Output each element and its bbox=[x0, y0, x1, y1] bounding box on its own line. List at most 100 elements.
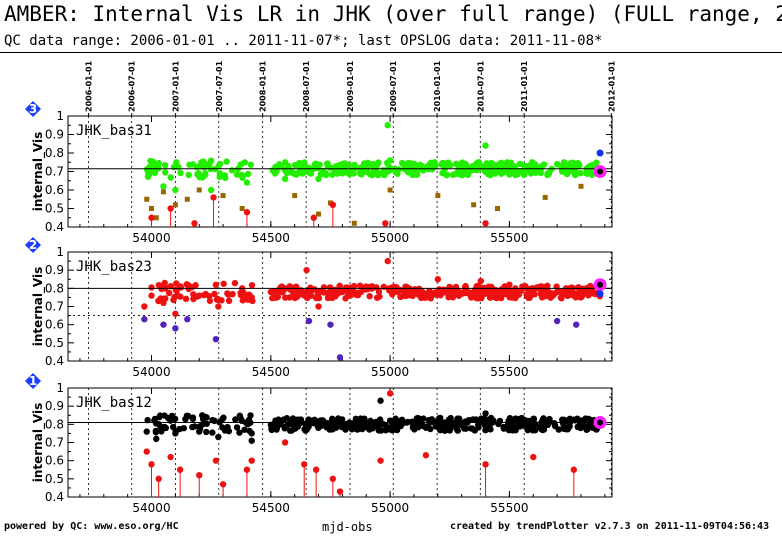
data-point bbox=[196, 428, 203, 435]
data-point bbox=[356, 282, 364, 289]
data-point bbox=[161, 161, 169, 169]
data-point bbox=[408, 160, 416, 167]
panel-number: 1 bbox=[29, 374, 37, 388]
y-tick-label: 0.7 bbox=[45, 436, 64, 450]
data-point bbox=[566, 415, 574, 423]
data-point bbox=[473, 291, 480, 299]
data-point bbox=[506, 414, 514, 422]
data-point bbox=[203, 414, 210, 421]
data-point bbox=[220, 280, 227, 287]
footer-created-by: created by trendPlotter v2.7.3 on 2011-1… bbox=[450, 521, 770, 532]
data-point bbox=[424, 422, 432, 430]
y-tick-label: 0.5 bbox=[45, 472, 64, 486]
data-point bbox=[393, 426, 401, 434]
data-point bbox=[188, 283, 196, 291]
data-point bbox=[462, 282, 469, 290]
y-tick-label: 0.4 bbox=[45, 220, 64, 234]
data-point bbox=[497, 294, 505, 302]
data-point bbox=[496, 417, 504, 425]
data-point bbox=[387, 187, 393, 193]
data-point bbox=[291, 424, 298, 432]
data-point bbox=[162, 424, 170, 432]
data-point bbox=[434, 276, 442, 283]
data-point bbox=[231, 279, 239, 287]
data-point bbox=[366, 170, 373, 178]
data-point bbox=[335, 415, 342, 422]
data-point bbox=[484, 168, 492, 175]
data-point bbox=[530, 453, 537, 461]
data-point bbox=[354, 291, 362, 299]
data-point bbox=[200, 172, 208, 179]
data-point bbox=[548, 290, 555, 297]
x-tick-label: 54000 bbox=[132, 365, 170, 379]
data-point bbox=[348, 426, 356, 433]
data-point bbox=[494, 206, 500, 211]
data-point bbox=[571, 417, 579, 424]
data-point bbox=[481, 290, 488, 298]
data-point bbox=[204, 161, 211, 168]
data-point bbox=[296, 160, 303, 168]
data-point bbox=[202, 290, 209, 298]
data-point bbox=[558, 167, 566, 174]
date-tick-label: 2006-01-01 bbox=[85, 60, 94, 112]
data-point bbox=[174, 292, 182, 300]
data-point bbox=[439, 159, 446, 167]
data-point bbox=[509, 164, 517, 171]
data-point bbox=[233, 171, 241, 178]
data-point bbox=[190, 295, 197, 303]
data-point bbox=[572, 291, 579, 299]
x-tick-label: 54000 bbox=[132, 231, 170, 245]
data-point bbox=[143, 448, 150, 455]
data-point bbox=[431, 159, 438, 166]
date-tick-label: 2010-01-01 bbox=[433, 60, 442, 112]
data-point bbox=[477, 277, 484, 285]
date-tick-label: 2009-01-01 bbox=[346, 60, 355, 112]
data-point bbox=[578, 183, 584, 189]
data-point bbox=[225, 297, 233, 305]
date-tick-label: 2008-07-01 bbox=[302, 60, 311, 112]
y-tick-label: 0.6 bbox=[45, 183, 64, 197]
data-point bbox=[160, 183, 167, 190]
data-point bbox=[248, 437, 255, 444]
data-point bbox=[506, 422, 513, 430]
data-point bbox=[212, 457, 220, 464]
data-point bbox=[482, 142, 489, 149]
data-point bbox=[248, 294, 255, 301]
data-point bbox=[198, 159, 205, 166]
data-point bbox=[553, 288, 561, 296]
date-tick-label: 2006-07-01 bbox=[128, 60, 137, 112]
data-point bbox=[351, 161, 358, 169]
data-point bbox=[312, 294, 320, 302]
data-point bbox=[368, 161, 375, 169]
data-point bbox=[342, 426, 349, 433]
data-point bbox=[362, 286, 369, 293]
data-point bbox=[419, 294, 426, 301]
data-point bbox=[297, 416, 305, 423]
data-point bbox=[539, 283, 547, 291]
data-point bbox=[209, 429, 216, 436]
data-point bbox=[375, 159, 382, 166]
data-point bbox=[196, 187, 202, 193]
data-point bbox=[272, 168, 279, 175]
data-point bbox=[155, 160, 162, 167]
latest-marker bbox=[596, 149, 604, 157]
data-point bbox=[573, 321, 580, 328]
data-point bbox=[375, 288, 383, 295]
x-tick-label: 55500 bbox=[490, 365, 528, 379]
data-point bbox=[153, 435, 160, 443]
data-point bbox=[475, 424, 482, 431]
y-axis-label: internal_Vis bbox=[31, 267, 46, 347]
data-point bbox=[384, 122, 391, 129]
data-point bbox=[326, 291, 333, 298]
data-point bbox=[215, 162, 223, 170]
data-point bbox=[223, 158, 230, 165]
data-point bbox=[303, 288, 310, 296]
data-point bbox=[567, 160, 574, 167]
data-point bbox=[328, 415, 336, 423]
data-point bbox=[417, 416, 424, 424]
data-point bbox=[492, 286, 499, 294]
data-point bbox=[585, 421, 593, 429]
data-point bbox=[577, 169, 584, 177]
data-point bbox=[248, 457, 255, 464]
data-point bbox=[165, 289, 173, 297]
